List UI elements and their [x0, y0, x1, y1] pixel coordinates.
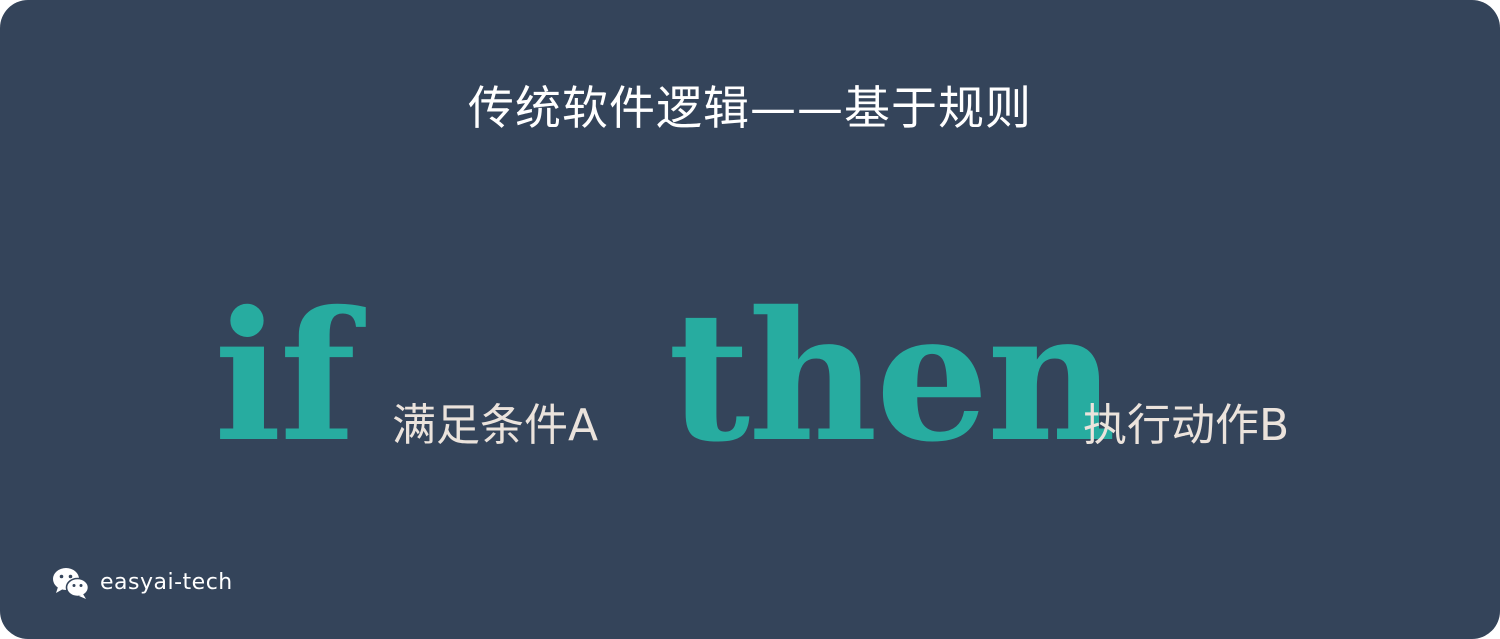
- page-title: 传统软件逻辑——基于规则: [468, 81, 1032, 135]
- wechat-icon: [53, 568, 90, 599]
- account-handle: easyai-tech: [100, 570, 233, 595]
- if-keyword: if: [214, 272, 356, 481]
- action-text: 执行动作B: [1083, 400, 1290, 451]
- then-keyword: then: [668, 272, 1116, 481]
- condition-text: 满足条件A: [392, 400, 599, 451]
- footer-credit: easyai-tech: [52, 566, 233, 600]
